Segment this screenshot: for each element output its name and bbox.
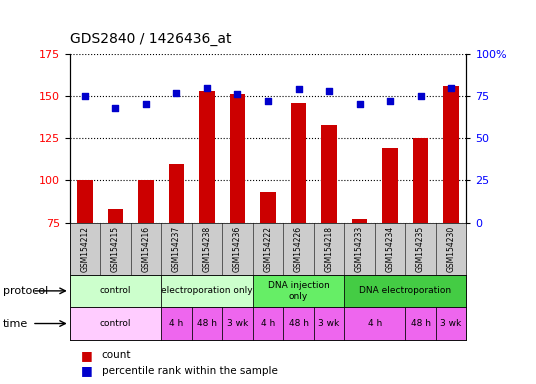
Point (111, 105, 120, 111)
Text: DNA injection
only: DNA injection only (267, 281, 330, 301)
Text: ■: ■ (80, 364, 92, 377)
Bar (382, 148, 398, 223)
Bar (443, 86, 459, 223)
Bar (70, 275, 161, 307)
Point (355, 101, 364, 108)
Text: GSM154234: GSM154234 (385, 225, 394, 272)
Text: GSM154212: GSM154212 (80, 226, 90, 271)
Point (172, 89, 181, 96)
Text: GDS2840 / 1426436_at: GDS2840 / 1426436_at (70, 32, 231, 46)
Text: protocol: protocol (3, 286, 48, 296)
Bar (344, 307, 405, 340)
Point (325, 88, 333, 94)
Text: 3 wk: 3 wk (441, 319, 461, 328)
Text: electroporation only: electroporation only (161, 286, 253, 295)
Point (233, 91, 242, 98)
Bar (260, 192, 276, 223)
Text: control: control (100, 319, 131, 328)
Text: 4 h: 4 h (368, 319, 382, 328)
Text: GSM154238: GSM154238 (203, 225, 212, 272)
Point (416, 93, 425, 99)
Text: 3 wk: 3 wk (227, 319, 248, 328)
Text: GSM154218: GSM154218 (324, 226, 333, 271)
Bar (352, 219, 367, 223)
Point (203, 84, 211, 91)
Point (142, 101, 150, 108)
Text: time: time (3, 318, 28, 329)
Bar (161, 275, 253, 307)
Bar (108, 209, 123, 223)
Bar (291, 103, 306, 223)
Bar (70, 307, 161, 340)
Point (447, 84, 456, 91)
Bar (138, 180, 154, 223)
Bar (253, 307, 283, 340)
Text: 4 h: 4 h (261, 319, 275, 328)
Text: GSM154233: GSM154233 (355, 225, 364, 272)
Text: 4 h: 4 h (169, 319, 184, 328)
Bar (314, 307, 344, 340)
Bar (230, 94, 245, 223)
Point (386, 98, 394, 104)
Bar (222, 307, 253, 340)
Text: control: control (100, 286, 131, 295)
Text: ■: ■ (80, 349, 92, 362)
Bar (199, 91, 214, 223)
Bar (169, 164, 184, 223)
Bar (405, 307, 436, 340)
Text: DNA electroporation: DNA electroporation (359, 286, 451, 295)
Text: GSM154236: GSM154236 (233, 225, 242, 272)
Bar (161, 307, 192, 340)
Text: count: count (102, 350, 131, 360)
Text: GSM154215: GSM154215 (111, 225, 120, 272)
Bar (436, 307, 466, 340)
Text: GSM154230: GSM154230 (446, 225, 456, 272)
Bar (253, 275, 344, 307)
Point (294, 86, 303, 92)
Bar (77, 180, 93, 223)
Bar (322, 125, 337, 223)
Bar (283, 307, 314, 340)
Bar (344, 275, 466, 307)
Text: GSM154235: GSM154235 (416, 225, 425, 272)
Text: 48 h: 48 h (197, 319, 217, 328)
Text: 3 wk: 3 wk (318, 319, 340, 328)
Bar (413, 138, 428, 223)
Text: GSM154226: GSM154226 (294, 225, 303, 272)
Text: GSM154237: GSM154237 (172, 225, 181, 272)
Text: GSM154222: GSM154222 (264, 226, 272, 271)
Point (80, 93, 89, 99)
Text: percentile rank within the sample: percentile rank within the sample (102, 366, 278, 376)
Bar (192, 307, 222, 340)
Text: 48 h: 48 h (288, 319, 309, 328)
Text: GSM154216: GSM154216 (142, 225, 151, 272)
Point (264, 98, 272, 104)
Text: 48 h: 48 h (411, 319, 430, 328)
